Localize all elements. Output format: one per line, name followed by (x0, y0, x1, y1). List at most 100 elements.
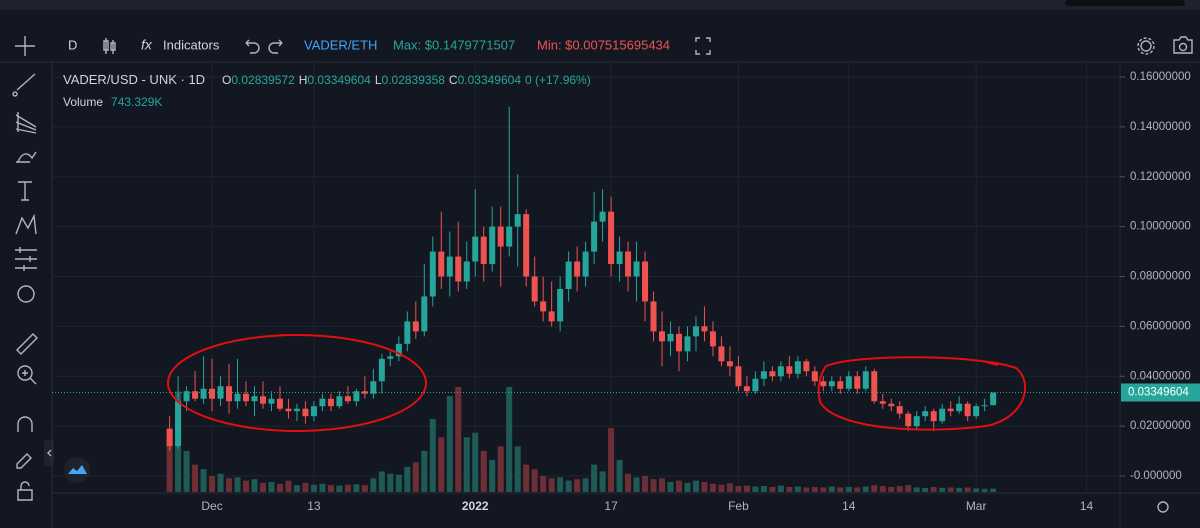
volume-bar (209, 476, 216, 492)
close-value: 0.03349604 (458, 73, 522, 87)
candles (166, 106, 997, 452)
candle-body (582, 251, 589, 277)
axis-settings-icon[interactable] (1157, 501, 1169, 513)
volume-bar (769, 486, 776, 492)
candle-body (930, 411, 937, 422)
volume-bar (489, 460, 496, 492)
annotation-circle (167, 334, 427, 432)
logo[interactable] (64, 457, 90, 483)
snapshot-icon[interactable] (1173, 36, 1193, 54)
indicators-button[interactable]: Indicators (163, 37, 220, 52)
annotation-circle (817, 356, 1027, 431)
candle-body (574, 261, 581, 277)
volume-bar (642, 476, 649, 492)
min-price: Min: $0.007515695434 (537, 37, 670, 52)
candle-body (463, 261, 470, 282)
volume-bar (803, 487, 810, 492)
compare-pair[interactable]: VADER/ETH (304, 37, 377, 52)
ruler-tool[interactable] (16, 333, 38, 355)
symbol-title: VADER/USD - UNK (63, 72, 177, 87)
volume-bar (497, 446, 504, 492)
emoji-tool[interactable] (17, 285, 35, 303)
volume-bar (913, 487, 920, 492)
volume-bar (659, 478, 666, 492)
zoom-tool[interactable] (17, 365, 33, 381)
price-label-box (1121, 383, 1200, 402)
volume-bar (956, 487, 963, 492)
x-tick-label: 14 (1080, 499, 1094, 513)
prediction-tool[interactable] (15, 247, 37, 271)
pattern-tool[interactable] (15, 213, 37, 235)
candle-body (209, 388, 216, 399)
magnet-tool[interactable] (17, 416, 33, 432)
lock-draw-tool[interactable] (16, 453, 32, 469)
candle-body (514, 214, 521, 227)
volume-bar (794, 486, 801, 492)
open-letter: O (222, 73, 231, 87)
candle-body (735, 366, 742, 387)
fx-icon[interactable]: fx (141, 37, 153, 53)
candle-body (310, 406, 317, 417)
volume-bar (786, 486, 793, 492)
volume-bar (327, 485, 334, 492)
volume-bar (472, 432, 479, 492)
volume-legend: Volume 743.329K (63, 95, 162, 109)
volume-bar (608, 428, 615, 492)
y-tick-label: 0.06000000 (1130, 320, 1191, 332)
interval-button[interactable]: D (68, 37, 77, 52)
volume-bar (837, 487, 844, 492)
candle-body (259, 396, 266, 404)
candle-body (387, 356, 394, 359)
high-letter: H (299, 73, 308, 87)
candle-body (531, 276, 538, 302)
candle-body (879, 401, 886, 404)
brush-tool[interactable] (16, 151, 37, 163)
candle-body (854, 376, 861, 389)
candle-body (557, 288, 564, 322)
candle-body (659, 331, 666, 342)
high-value: 0.03349604 (307, 73, 371, 87)
candle-body (226, 386, 233, 402)
volume-bar (446, 396, 453, 492)
y-tick-label: 0.14000000 (1130, 121, 1191, 133)
candle-body (913, 416, 920, 427)
x-tick-label: 17 (604, 499, 618, 513)
crosshair-icon[interactable] (15, 36, 35, 56)
candle-body (684, 336, 691, 352)
low-value: 0.02839358 (382, 73, 446, 87)
x-tick-label: 13 (307, 499, 321, 513)
volume-bar (667, 481, 674, 492)
undo-icon[interactable] (245, 39, 260, 54)
settings-icon[interactable] (1140, 40, 1152, 52)
candle-body (268, 398, 275, 404)
redo-icon[interactable] (268, 39, 283, 54)
volume-bar (854, 487, 861, 492)
candle-body (718, 346, 725, 362)
candle-body (251, 396, 258, 402)
candle-body (429, 251, 436, 297)
lock-tool[interactable] (17, 481, 33, 501)
y-tick-label: 0.16000000 (1130, 71, 1191, 83)
browser-tab (1065, 0, 1185, 6)
chart-type-icon[interactable] (103, 38, 116, 54)
volume-bar (548, 478, 555, 492)
text-tool[interactable] (18, 181, 32, 201)
browser-strip (0, 0, 1200, 10)
candle-body (175, 401, 182, 447)
candle-body (327, 398, 334, 407)
volume-bar (268, 481, 275, 492)
candle-body (896, 406, 903, 414)
y-tick-label: 0.12000000 (1130, 171, 1191, 183)
y-tick-label: 0.02000000 (1130, 420, 1191, 432)
candle-body (370, 381, 377, 394)
y-tick-label: 0.04000000 (1130, 370, 1191, 382)
fib-tool[interactable] (15, 112, 37, 134)
volume-bar (676, 480, 682, 492)
trend-line-tool[interactable] (12, 73, 36, 97)
volume-bar (259, 482, 266, 492)
candle-body (837, 381, 844, 389)
candle-body (803, 361, 810, 372)
fullscreen-icon[interactable] (695, 37, 711, 55)
candle-body (472, 236, 479, 262)
